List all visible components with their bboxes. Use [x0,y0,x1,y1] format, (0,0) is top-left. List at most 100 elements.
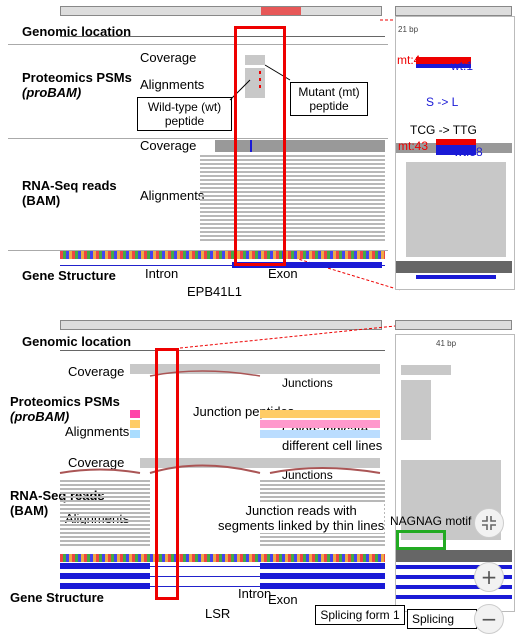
track-divider [8,138,388,139]
nagnag-box [396,530,446,550]
chromosome-ideogram [60,6,382,16]
junction-reads-note: Junction reads with segments linked by t… [218,503,385,533]
zoom-exon [396,595,512,599]
zoom-exon [396,565,512,569]
zoom-in-button[interactable]: + [474,562,504,592]
mt-count: mt:4 [397,53,421,67]
fullscreen-exit-button[interactable] [474,508,504,538]
genomic-location-label: Genomic location [22,24,132,39]
read-segment [60,528,150,530]
read-segment [60,480,150,482]
chromosome-ideogram [60,320,382,330]
rnaseq-alignments [60,155,385,247]
fullscreen-exit-icon [482,516,496,530]
zoom-reads [406,162,506,257]
exon-label: Exon [268,266,298,281]
exon-block [60,563,150,569]
zoom-pane: 21 bp mt:4 wt:1 S -> L TCG -> TTG mt:43 … [395,16,515,290]
read-segment [60,496,150,498]
read-segment [200,155,385,157]
junctions-label: Junctions [282,376,333,390]
wt-bar [416,64,471,68]
peptide-bar [130,420,140,428]
peptide-bar [130,410,140,418]
read-segment [60,488,150,490]
read-segment [260,480,385,482]
chromosome-ideogram-zoom [395,320,512,330]
gene-structure-label: Gene Structure [22,268,116,283]
proteomics-title: Proteomics PSMs [22,70,132,85]
codon-change: TCG -> TTG [410,123,477,137]
read-segment [260,500,385,502]
read-segment [200,199,385,201]
splicing-form-2: Splicing form 2 [407,609,477,629]
alignments-label: Alignments [140,188,205,203]
top-panel: Genomic location Coverage Alignments Pro… [0,0,517,300]
mutant-callout: Mutant (mt) peptide [290,82,368,116]
chromosome-ideogram-zoom [395,6,512,16]
highlight-box [234,26,286,266]
zoom-bp: 41 bp [436,339,457,348]
zoom-sequence [396,261,512,273]
read-segment [200,219,385,221]
read-segment [200,191,385,193]
psm-coverage [130,364,380,374]
zoom-exon [416,275,496,279]
wt-bar-2 [436,145,476,155]
read-segment [60,520,150,522]
peptide-bar [260,430,380,438]
rnaseq-coverage [215,140,385,152]
read-segment [200,187,385,189]
alignments-label: Alignments [65,424,130,439]
rnaseq-coverage [140,458,380,468]
wt-count: wt:1 [451,59,474,73]
intron-line [60,265,385,266]
wt-count-2: wt:58 [454,145,483,159]
splicing-form-1: Splicing form 1 [315,605,405,625]
gene-structure-label: Gene Structure [10,590,104,605]
read-segment [260,492,385,494]
mt-bar-2 [436,139,476,145]
peptide-bar [260,420,380,428]
zoom-out-button[interactable]: − [474,604,504,634]
coverage-label: Coverage [140,50,197,65]
coverage-label: Coverage [68,455,125,470]
read-segment [260,496,385,498]
zoom-sequence [396,550,512,562]
bottom-panel: Genomic location Coverage Junctions Prot… [0,318,517,640]
read-segment [60,536,150,538]
intron-label: Intron [145,266,179,281]
zoom-bp: 21 bp [398,25,419,34]
proteomics-subtitle: (proBAM) [22,85,82,100]
exon-label: Exon [268,592,298,607]
reference-sequence [60,251,385,259]
read-segment [60,484,150,486]
highlight-box [155,348,179,600]
exon-block [60,583,150,589]
psm-coverage [245,55,265,65]
zoom-coverage [401,365,451,375]
nagnag-label: NAGNAG motif [390,514,472,528]
mt-bar [416,57,471,64]
intron-line [60,566,385,567]
mt-count-2: mt:43 [398,139,429,153]
read-segment [260,536,385,538]
rnaseq-subtitle: (BAM) [22,193,61,208]
intron-label: Intron [238,586,272,601]
zoom-alignments [401,380,431,440]
read-segment [200,211,385,213]
read-segment [60,492,150,494]
read-segment [60,508,150,510]
coverage-label: Coverage [68,364,125,379]
read-segment [200,231,385,233]
read-segment [260,532,385,534]
read-segment [60,504,150,506]
read-segment [200,195,385,197]
track-divider [8,250,388,251]
read-segment [200,207,385,209]
read-segment [200,171,385,173]
proteomics-subtitle: (proBAM) [10,409,70,424]
gene-name: EPB41L1 [187,284,242,299]
rnaseq-subtitle: (BAM) [10,503,49,518]
read-segment [60,500,150,502]
